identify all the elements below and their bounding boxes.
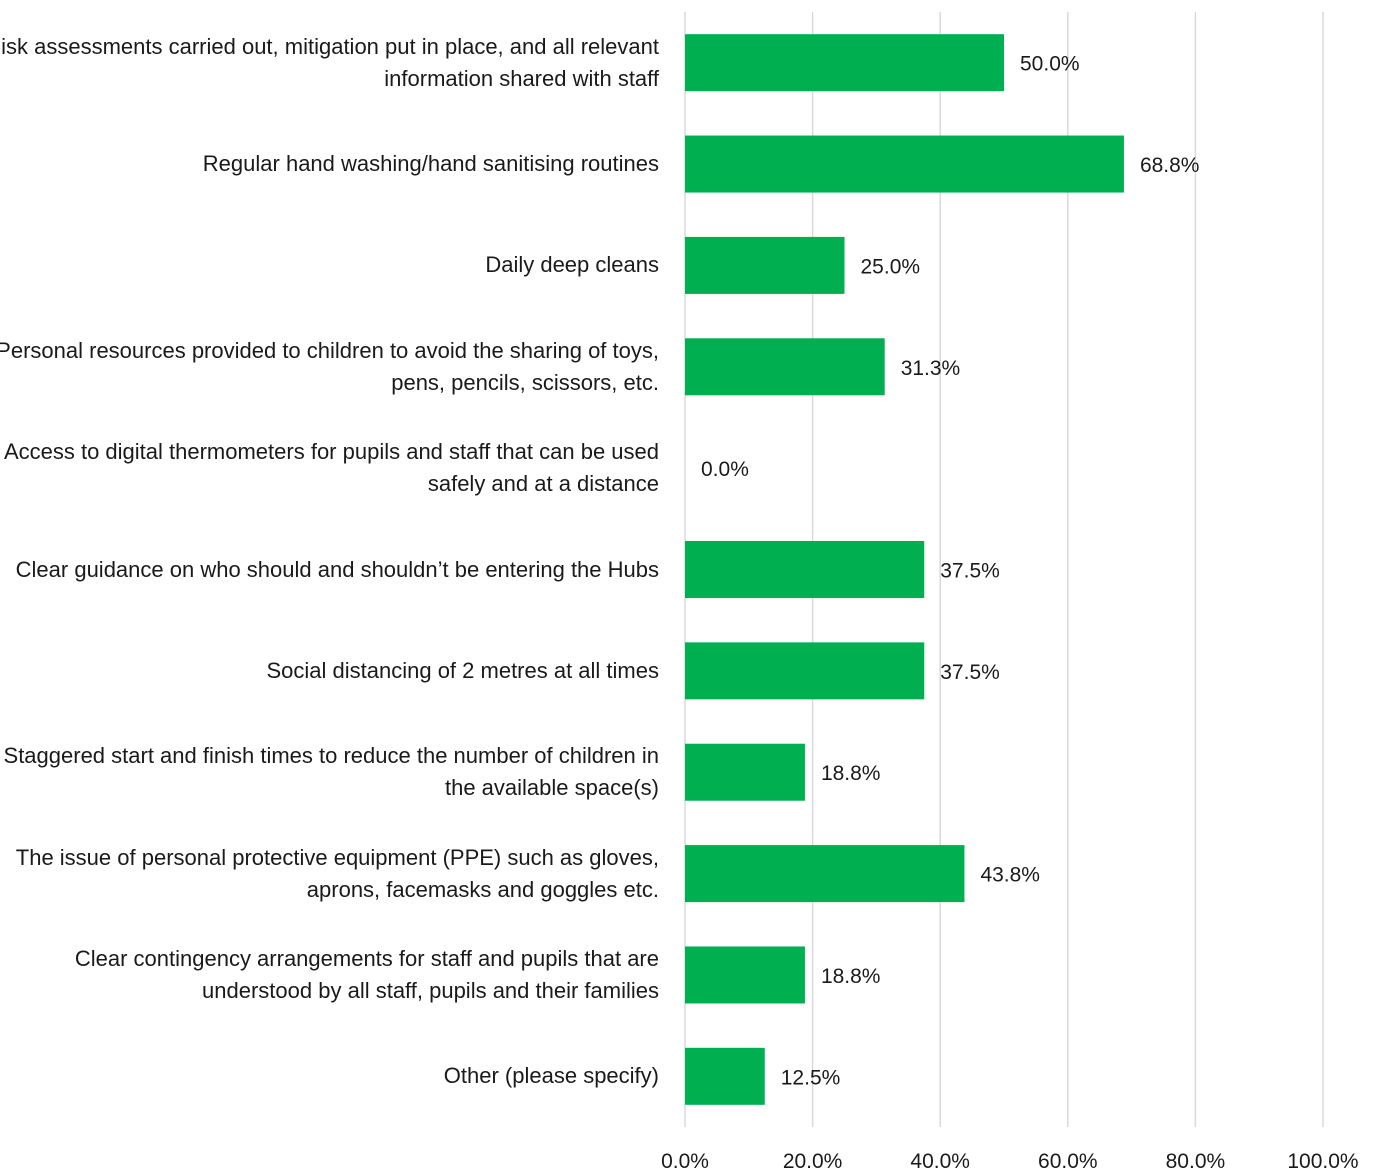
category-label: Social distancing of 2 metres at all tim… xyxy=(266,657,659,683)
data-label: 68.8% xyxy=(1140,154,1200,177)
x-tick-label: 0.0% xyxy=(661,1150,709,1172)
bar xyxy=(685,236,845,294)
bar xyxy=(685,541,925,598)
data-label: 0.0% xyxy=(701,458,749,481)
x-tick-label: 20.0% xyxy=(783,1150,843,1172)
category-label: Personal resources provided to children … xyxy=(0,337,659,395)
data-label: 12.5% xyxy=(781,1066,841,1089)
category-label: Staggered start and finish times to redu… xyxy=(3,743,659,801)
bar xyxy=(685,642,925,700)
data-label: 37.5% xyxy=(940,661,1000,684)
x-tick-label: 40.0% xyxy=(910,1150,970,1172)
bar xyxy=(685,135,1124,193)
data-label: 50.0% xyxy=(1020,53,1080,76)
category-label: Clear contingency arrangements for staff… xyxy=(74,945,659,1003)
category-label: Regular hand washing/hand sanitising rou… xyxy=(202,151,659,177)
category-label: Clear guidance on who should and shouldn… xyxy=(15,556,659,582)
x-tick-label: 80.0% xyxy=(1166,1150,1226,1172)
data-label: 43.8% xyxy=(980,864,1040,887)
bar xyxy=(685,743,805,801)
x-tick-label: 60.0% xyxy=(1038,1150,1098,1172)
category-label: The issue of personal protective equipme… xyxy=(15,844,659,902)
bar xyxy=(685,1047,765,1105)
bar xyxy=(685,946,805,1004)
x-tick-label: 100.0% xyxy=(1287,1150,1358,1172)
bar xyxy=(685,338,885,396)
data-label: 18.8% xyxy=(821,965,881,988)
data-label: 18.8% xyxy=(821,762,881,785)
data-label: 31.3% xyxy=(901,357,961,380)
category-label: Risk assessments carried out, mitigation… xyxy=(0,33,659,91)
category-label: Daily deep cleans xyxy=(485,252,659,278)
category-label: Other (please specify) xyxy=(443,1063,659,1089)
data-label: 25.0% xyxy=(861,255,921,278)
data-label: 37.5% xyxy=(940,560,1000,583)
bar xyxy=(685,34,1004,92)
category-label: Access to digital thermometers for pupil… xyxy=(3,439,659,497)
bar xyxy=(685,845,965,903)
